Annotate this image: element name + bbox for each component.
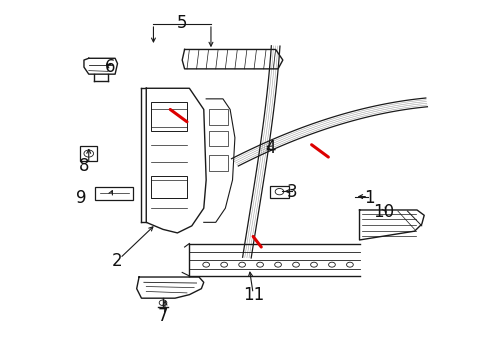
Text: 10: 10 (372, 203, 393, 221)
Bar (151, 102, 186, 131)
Text: 11: 11 (243, 286, 264, 304)
Bar (151, 176, 186, 198)
Text: 1: 1 (363, 189, 374, 207)
Bar (208, 131, 227, 147)
Text: 5: 5 (177, 14, 187, 32)
Text: 4: 4 (265, 139, 276, 157)
Bar (208, 155, 227, 171)
Text: 8: 8 (79, 157, 89, 175)
Bar (95, 187, 133, 200)
Text: 7: 7 (158, 307, 168, 325)
Text: 3: 3 (286, 183, 297, 201)
Text: 9: 9 (76, 189, 87, 207)
Bar (208, 109, 227, 125)
Text: 2: 2 (112, 252, 122, 270)
Text: 6: 6 (105, 58, 115, 76)
